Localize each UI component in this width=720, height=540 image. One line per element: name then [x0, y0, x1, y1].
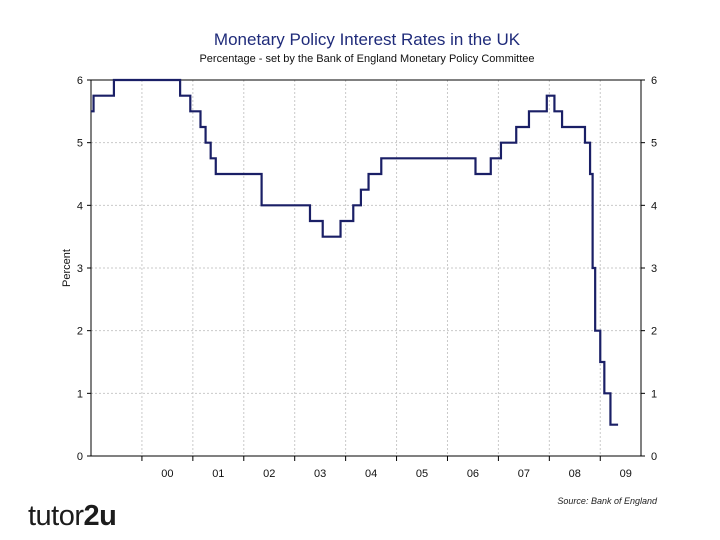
source-note: Source: Bank of England — [557, 496, 657, 506]
y-tick-label-left: 0 — [77, 451, 83, 463]
series-line-bank-rate — [91, 78, 619, 426]
x-tick-label: 06 — [467, 468, 479, 480]
x-tick-label: 03 — [314, 468, 326, 480]
y-tick-label-right: 5 — [651, 138, 657, 150]
y-tick-label-right: 6 — [651, 75, 657, 87]
y-tick-label-right: 2 — [651, 326, 657, 338]
logo-text-2u: 2u — [83, 500, 117, 532]
y-tick-label-left: 4 — [77, 200, 83, 212]
x-tick-label: 05 — [416, 468, 428, 480]
y-tick-label-right: 3 — [651, 263, 657, 275]
plot-frame — [90, 79, 642, 457]
y-tick-label-right: 0 — [651, 451, 657, 463]
y-tick-label-right: 1 — [651, 388, 657, 400]
chart-subtitle: Percentage - set by the Bank of England … — [199, 53, 535, 65]
x-tick-label: 00 — [161, 468, 173, 480]
x-tick-label: 08 — [569, 468, 581, 480]
logo-text-tutor: tutor — [28, 500, 84, 532]
y-tick-label-left: 5 — [77, 138, 83, 150]
y-tick-label-left: 6 — [77, 75, 83, 87]
tutor2u-logo: tutor2u — [28, 500, 117, 533]
chart-title: Monetary Policy Interest Rates in the UK — [213, 30, 521, 49]
y-tick-label-left: 1 — [77, 388, 83, 400]
y-tick-label-right: 4 — [651, 200, 657, 212]
x-tick-label: 01 — [212, 468, 224, 480]
y-tick-label-left: 2 — [77, 326, 83, 338]
x-tick-label: 09 — [620, 468, 632, 480]
y-axis-label: Percent — [61, 249, 73, 287]
x-tick-label: 07 — [518, 468, 530, 480]
x-tick-label: 02 — [263, 468, 275, 480]
x-tick-label: 04 — [365, 468, 377, 480]
y-tick-label-left: 3 — [77, 263, 83, 275]
